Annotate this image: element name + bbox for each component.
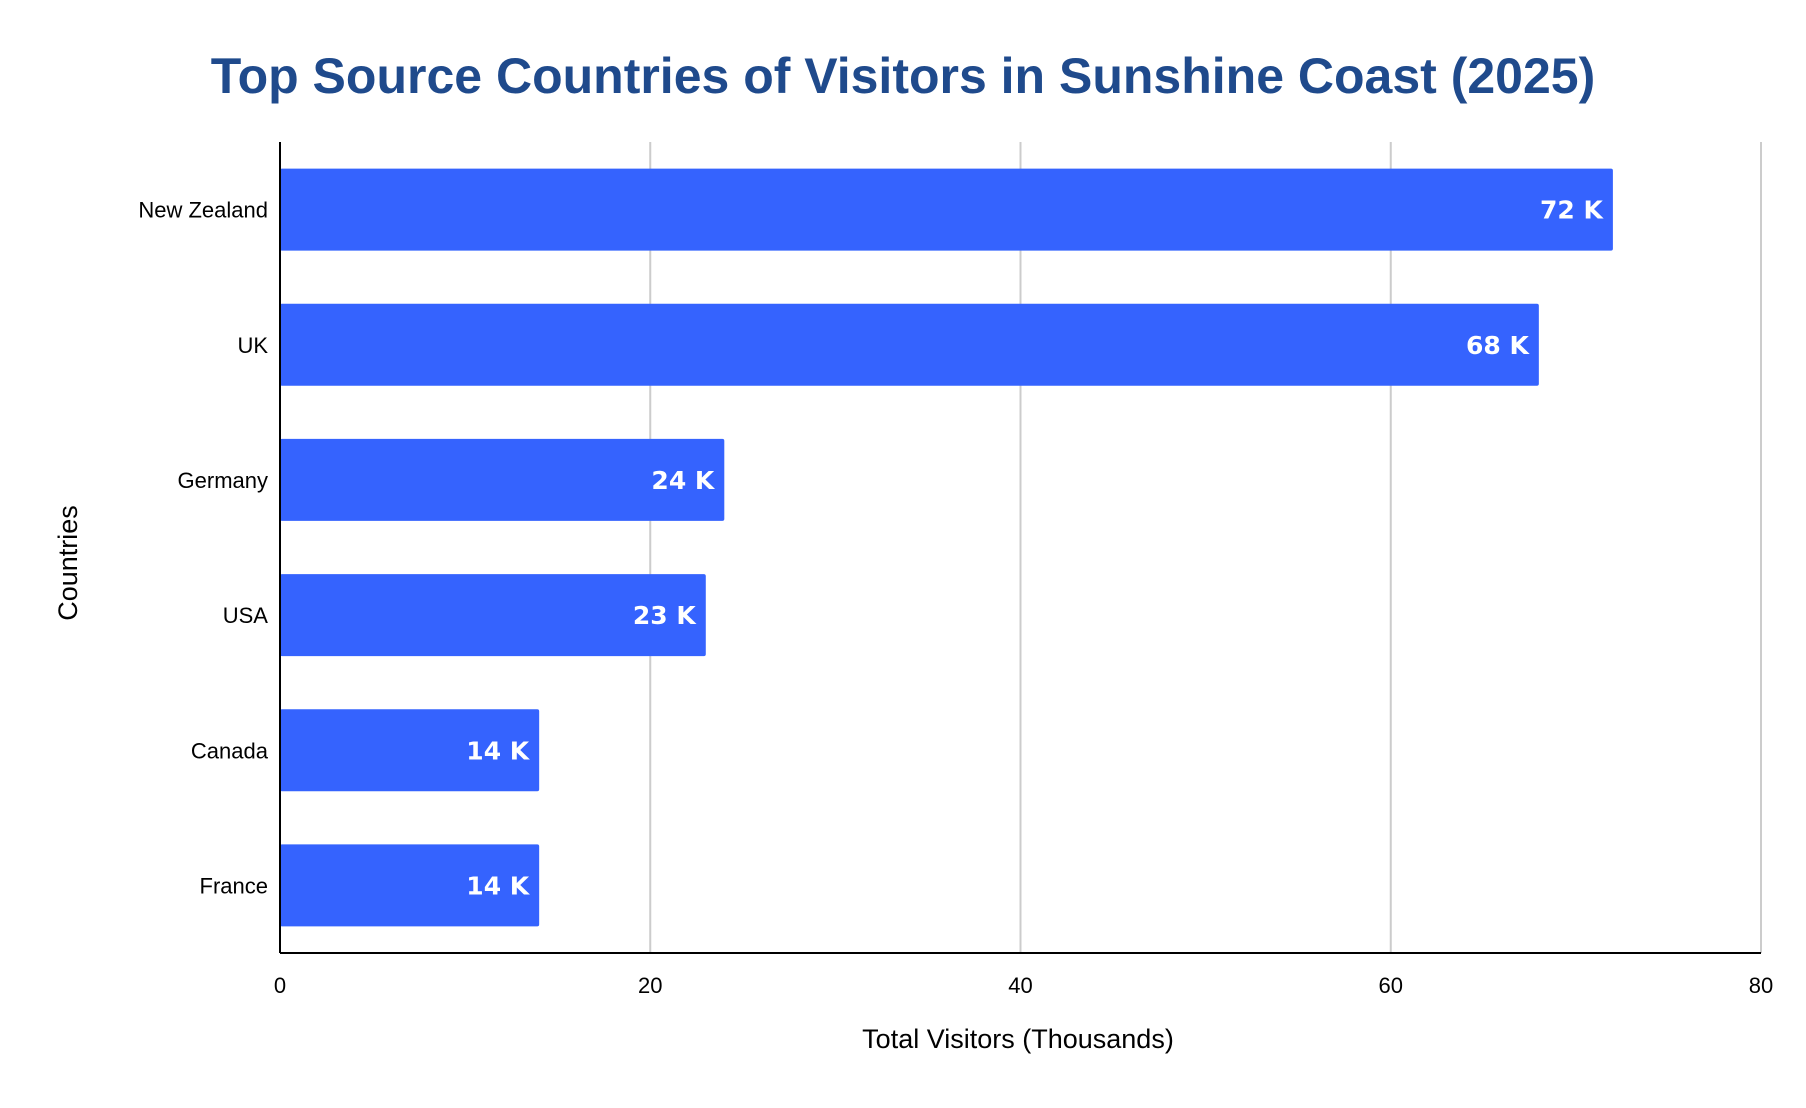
data-label: 24 K: [651, 466, 715, 495]
data-label: 23 K: [633, 601, 697, 630]
data-label: 72 K: [1540, 196, 1604, 225]
data-labels: 72 K 68 K 24 K 23 K 14 K 14 K: [466, 196, 1604, 901]
bar: [280, 574, 706, 657]
x-tick-label: 60: [1379, 973, 1403, 998]
category-label: Canada: [191, 738, 269, 763]
x-tick-label: 0: [274, 973, 286, 998]
category-label: New Zealand: [138, 198, 268, 223]
bar: [280, 709, 540, 792]
y-category-labels: New Zealand UK Germany USA Canada France: [138, 198, 268, 899]
x-tick-label: 20: [638, 973, 662, 998]
bar: [280, 844, 540, 927]
axes: [279, 142, 1761, 954]
data-label: 68 K: [1466, 331, 1530, 360]
grid-lines: [649, 142, 1762, 953]
x-tick-label: 80: [1749, 973, 1773, 998]
x-tick-labels: 0 20 40 60 80: [274, 973, 1773, 998]
category-label: USA: [223, 603, 269, 628]
category-label: France: [200, 873, 268, 898]
x-tick-label: 40: [1008, 973, 1032, 998]
bar: [280, 168, 1613, 251]
category-label: Germany: [178, 468, 268, 493]
bar: [280, 303, 1539, 386]
bar: [280, 438, 725, 521]
data-label: 14 K: [466, 736, 530, 765]
bars: [280, 168, 1613, 927]
category-label: UK: [237, 333, 268, 358]
data-label: 14 K: [466, 871, 530, 900]
x-axis-title: Total Visitors (Thousands): [862, 1024, 1174, 1054]
chart-title: Top Source Countries of Visitors in Suns…: [211, 48, 1596, 104]
y-axis-title: Countries: [53, 505, 83, 621]
